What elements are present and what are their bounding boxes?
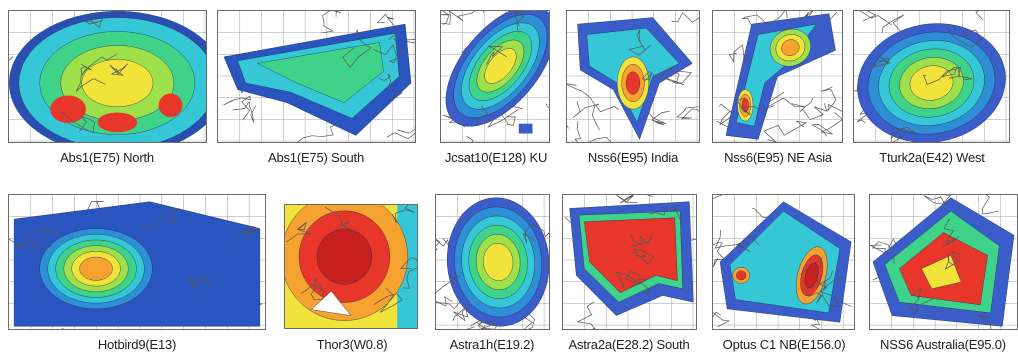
footprint-caption: Abs1(E75) North [60, 150, 154, 165]
footprint-caption: Astra2a(E28.2) South [568, 337, 690, 352]
footprint-caption: Nss6(E95) India [587, 150, 679, 165]
footprint-map-image [8, 194, 266, 330]
footprint-map-image [217, 10, 416, 143]
footprint-caption: Thor3(W0.8) [316, 337, 388, 352]
footprint-caption: Nss6(E95) NE Asia [724, 150, 832, 165]
footprint-map-image [440, 10, 550, 143]
footprint-map-image [869, 194, 1018, 330]
footprint-map-image [853, 10, 1010, 143]
footprint-map-image [712, 10, 843, 143]
footprint-map-image [712, 194, 855, 330]
footprint-map-image [435, 194, 550, 330]
footprint-caption: Jcsat10(E128) KU [444, 150, 548, 165]
footprint-map-image [8, 10, 207, 143]
footprint-caption: Hotbird9(E13) [97, 337, 177, 352]
footprint-map-image [566, 10, 700, 143]
footprint-caption: Tturk2a(E42) West [879, 150, 985, 165]
footprint-caption: Optus C1 NB(E156.0) [722, 337, 846, 352]
footprint-caption: NSS6 Australia(E95.0) [880, 337, 1006, 352]
footprint-map-image [284, 204, 418, 329]
footprint-caption: Astra1h(E19.2) [449, 337, 535, 352]
footprint-caption: Abs1(E75) South [267, 150, 364, 165]
footprint-map-image [562, 194, 697, 330]
